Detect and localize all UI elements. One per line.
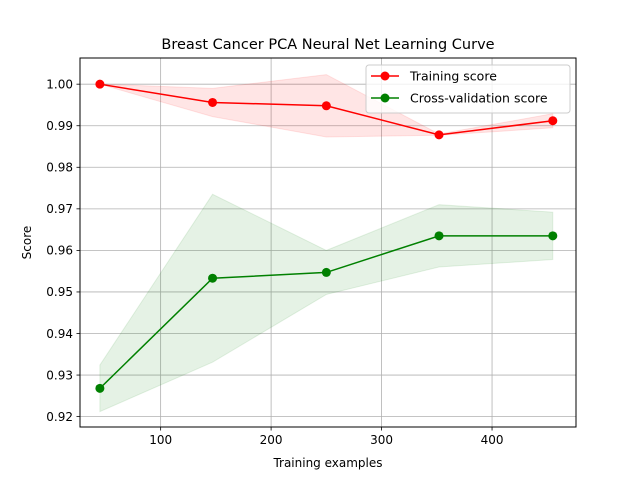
tick-layer: 100 200 300 400 0.92 0.93 0.94 0.95 0.96 0.97 0.98… [46, 77, 503, 447]
x-tick-label: 100 [149, 433, 172, 447]
plot-frame [79, 57, 577, 428]
legend-label-training: Training score [409, 69, 497, 84]
band-cv [99, 193, 554, 413]
data-point-cv [434, 231, 444, 241]
data-point-training [321, 101, 331, 111]
y-tick-label: 0.93 [46, 368, 73, 382]
y-tick-label: 0.94 [46, 327, 73, 341]
data-point-training [548, 116, 558, 126]
y-axis-title: Score [20, 226, 34, 260]
y-tick-label: 0.95 [46, 285, 73, 299]
y-tick-label: 1.00 [46, 77, 73, 91]
data-point-training [95, 79, 105, 89]
series-layer [95, 79, 558, 393]
data-point-cv [95, 383, 105, 393]
legend-box [365, 64, 571, 114]
data-point-cv [548, 231, 558, 241]
x-tick-label: 200 [260, 433, 283, 447]
data-point-training [208, 97, 218, 107]
x-tick-label: 300 [370, 433, 393, 447]
data-point-cv [208, 273, 218, 283]
y-tick-label: 0.99 [46, 119, 73, 133]
y-tick-label: 0.98 [46, 161, 73, 175]
x-tick-label: 400 [481, 433, 504, 447]
legend-label-cv: Cross-validation score [410, 91, 548, 106]
legend: Training score Cross-validation score [365, 64, 571, 114]
legend-marker-training [380, 71, 390, 81]
chart-title: Breast Cancer PCA Neural Net Learning Cu… [161, 37, 494, 53]
y-tick-label: 0.96 [46, 244, 73, 258]
x-axis-title: Training examples [272, 456, 382, 470]
legend-marker-cv [380, 93, 390, 103]
y-tick-label: 0.92 [46, 410, 73, 424]
y-tick-label: 0.97 [46, 202, 73, 216]
data-point-cv [321, 267, 331, 277]
data-point-training [434, 130, 444, 140]
